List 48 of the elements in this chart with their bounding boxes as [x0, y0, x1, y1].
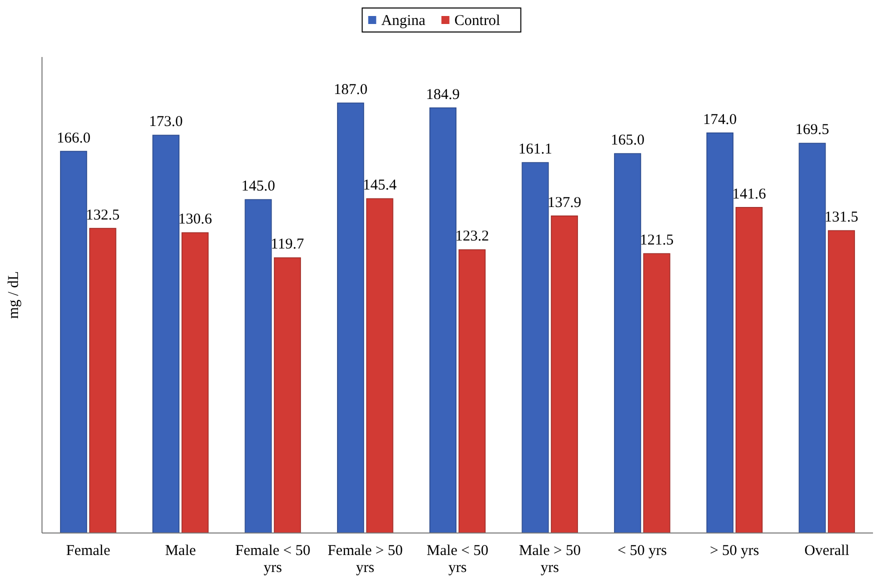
- x-tick-label: Female: [66, 543, 111, 559]
- bar: [60, 150, 88, 534]
- data-label: 145.4: [362, 178, 398, 194]
- bar: [182, 232, 209, 534]
- data-label: 131.5: [824, 210, 858, 226]
- x-tick-label: Male > 50 yrs: [518, 543, 581, 576]
- x-tick-label: Female > 50 yrs: [328, 543, 403, 576]
- y-axis-title: mg / dL: [6, 271, 22, 319]
- bar: [736, 206, 763, 534]
- bar: [152, 134, 180, 534]
- x-tick-label: Female < 50 yrs: [235, 543, 310, 576]
- data-label: 123.2: [455, 228, 489, 245]
- data-label: 173.0: [149, 114, 183, 130]
- x-tick-label: Male < 50 yrs: [426, 543, 488, 576]
- data-label: 130.6: [178, 212, 212, 228]
- x-tick-label: > 50 yrs: [710, 543, 760, 559]
- data-label: 165.0: [610, 132, 644, 149]
- data-label: 141.6: [732, 186, 766, 202]
- data-label: 161.1: [518, 142, 552, 158]
- data-label: 132.5: [86, 207, 120, 224]
- x-tick-label: Overall: [804, 543, 850, 559]
- data-label: 187.0: [334, 82, 368, 98]
- bar: [244, 199, 272, 534]
- data-label: 121.5: [640, 232, 674, 249]
- data-label: 166.0: [56, 130, 90, 146]
- bar: [550, 215, 578, 534]
- data-label: 169.5: [795, 122, 830, 138]
- data-label: 137.9: [548, 194, 582, 211]
- data-label: 174.0: [703, 112, 737, 128]
- bar: [522, 162, 549, 534]
- data-label: 145.0: [241, 178, 276, 195]
- bar: [366, 198, 394, 534]
- bar: [429, 107, 456, 534]
- bar: [614, 153, 642, 534]
- x-tick-label: < 50 yrs: [618, 543, 667, 559]
- x-tick-label: Male: [165, 543, 196, 559]
- bar: [798, 142, 826, 534]
- bar: [274, 257, 301, 534]
- bar: [706, 132, 734, 534]
- data-label: 119.7: [270, 236, 305, 253]
- legend-label: Control: [454, 13, 500, 29]
- data-label: 184.9: [426, 86, 460, 103]
- bar: [828, 230, 855, 534]
- bar: [643, 253, 670, 534]
- legend-label: Angina: [381, 13, 426, 29]
- bar: [89, 228, 116, 534]
- bar: [337, 102, 364, 534]
- bar: [458, 249, 486, 534]
